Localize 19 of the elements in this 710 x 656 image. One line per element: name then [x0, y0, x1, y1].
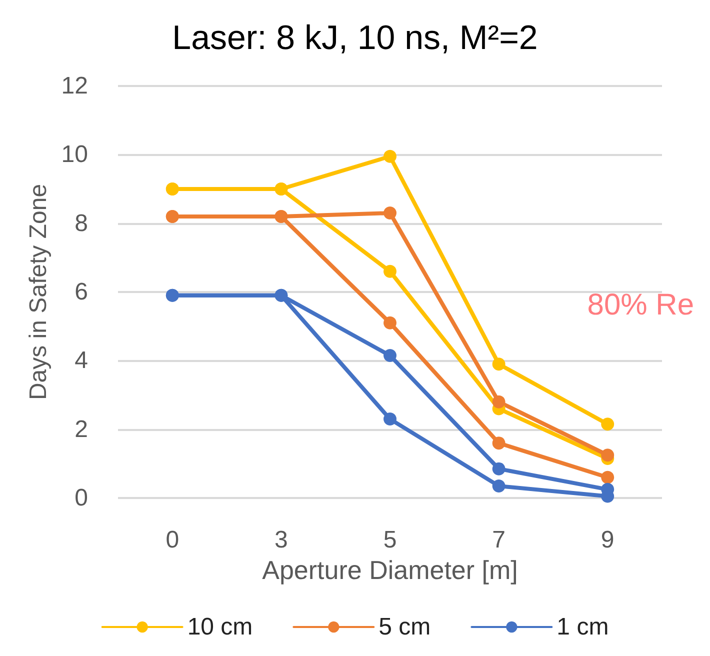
- legend-label: 10 cm: [187, 614, 253, 640]
- x-tick-label: 5: [383, 526, 397, 554]
- x-tick-label: 7: [492, 526, 506, 554]
- y-tick-label: 12: [61, 72, 88, 100]
- x-tick-label: 9: [600, 526, 614, 554]
- x-tick-label: 0: [166, 526, 180, 554]
- legend-label: 1 cm: [556, 614, 609, 640]
- y-tick-label: 6: [74, 278, 88, 306]
- chart-title: Laser: 8 kJ, 10 ns, M²=2: [172, 19, 538, 57]
- legend-label: 5 cm: [378, 614, 431, 640]
- y-tick-label: 0: [74, 484, 88, 512]
- x-axis-title: Aperture Diameter [m]: [262, 554, 518, 585]
- y-tick-label: 2: [74, 416, 88, 443]
- y-tick-label: 4: [74, 347, 88, 374]
- y-tick-label: 8: [74, 210, 88, 237]
- annotation: 80% Re: [587, 288, 694, 322]
- x-tick-label: 3: [274, 526, 288, 554]
- y-axis-title: Days in Safety Zone: [24, 184, 52, 400]
- y-tick-label: 10: [61, 141, 88, 168]
